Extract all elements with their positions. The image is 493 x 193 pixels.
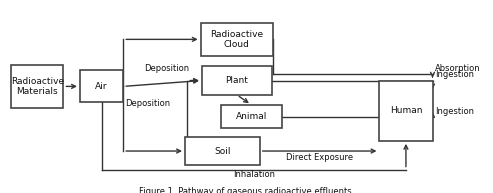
Text: Ingestion: Ingestion xyxy=(435,70,474,79)
Text: Radioactive
Materials: Radioactive Materials xyxy=(11,77,64,96)
Text: Ingestion: Ingestion xyxy=(435,107,474,116)
Text: Deposition: Deposition xyxy=(125,99,170,108)
Text: Direct Exposure: Direct Exposure xyxy=(286,153,353,162)
Bar xyxy=(221,105,282,128)
Bar xyxy=(379,80,432,141)
Text: Air: Air xyxy=(95,82,108,91)
Text: Human: Human xyxy=(389,106,422,115)
Text: Plant: Plant xyxy=(225,76,248,85)
Text: Figure 1. Pathway of gaseous radioactive effluents.: Figure 1. Pathway of gaseous radioactive… xyxy=(139,187,354,193)
Text: Radioactive
Cloud: Radioactive Cloud xyxy=(211,30,263,49)
Text: Animal: Animal xyxy=(236,112,267,121)
Bar xyxy=(185,137,260,165)
Bar xyxy=(201,23,273,56)
Bar xyxy=(80,70,123,102)
Bar xyxy=(11,64,64,108)
Text: Soil: Soil xyxy=(214,146,231,156)
Text: Inhalation: Inhalation xyxy=(233,170,275,179)
Text: Deposition: Deposition xyxy=(144,64,189,73)
Text: Absorption: Absorption xyxy=(435,64,481,73)
Bar xyxy=(202,66,272,95)
